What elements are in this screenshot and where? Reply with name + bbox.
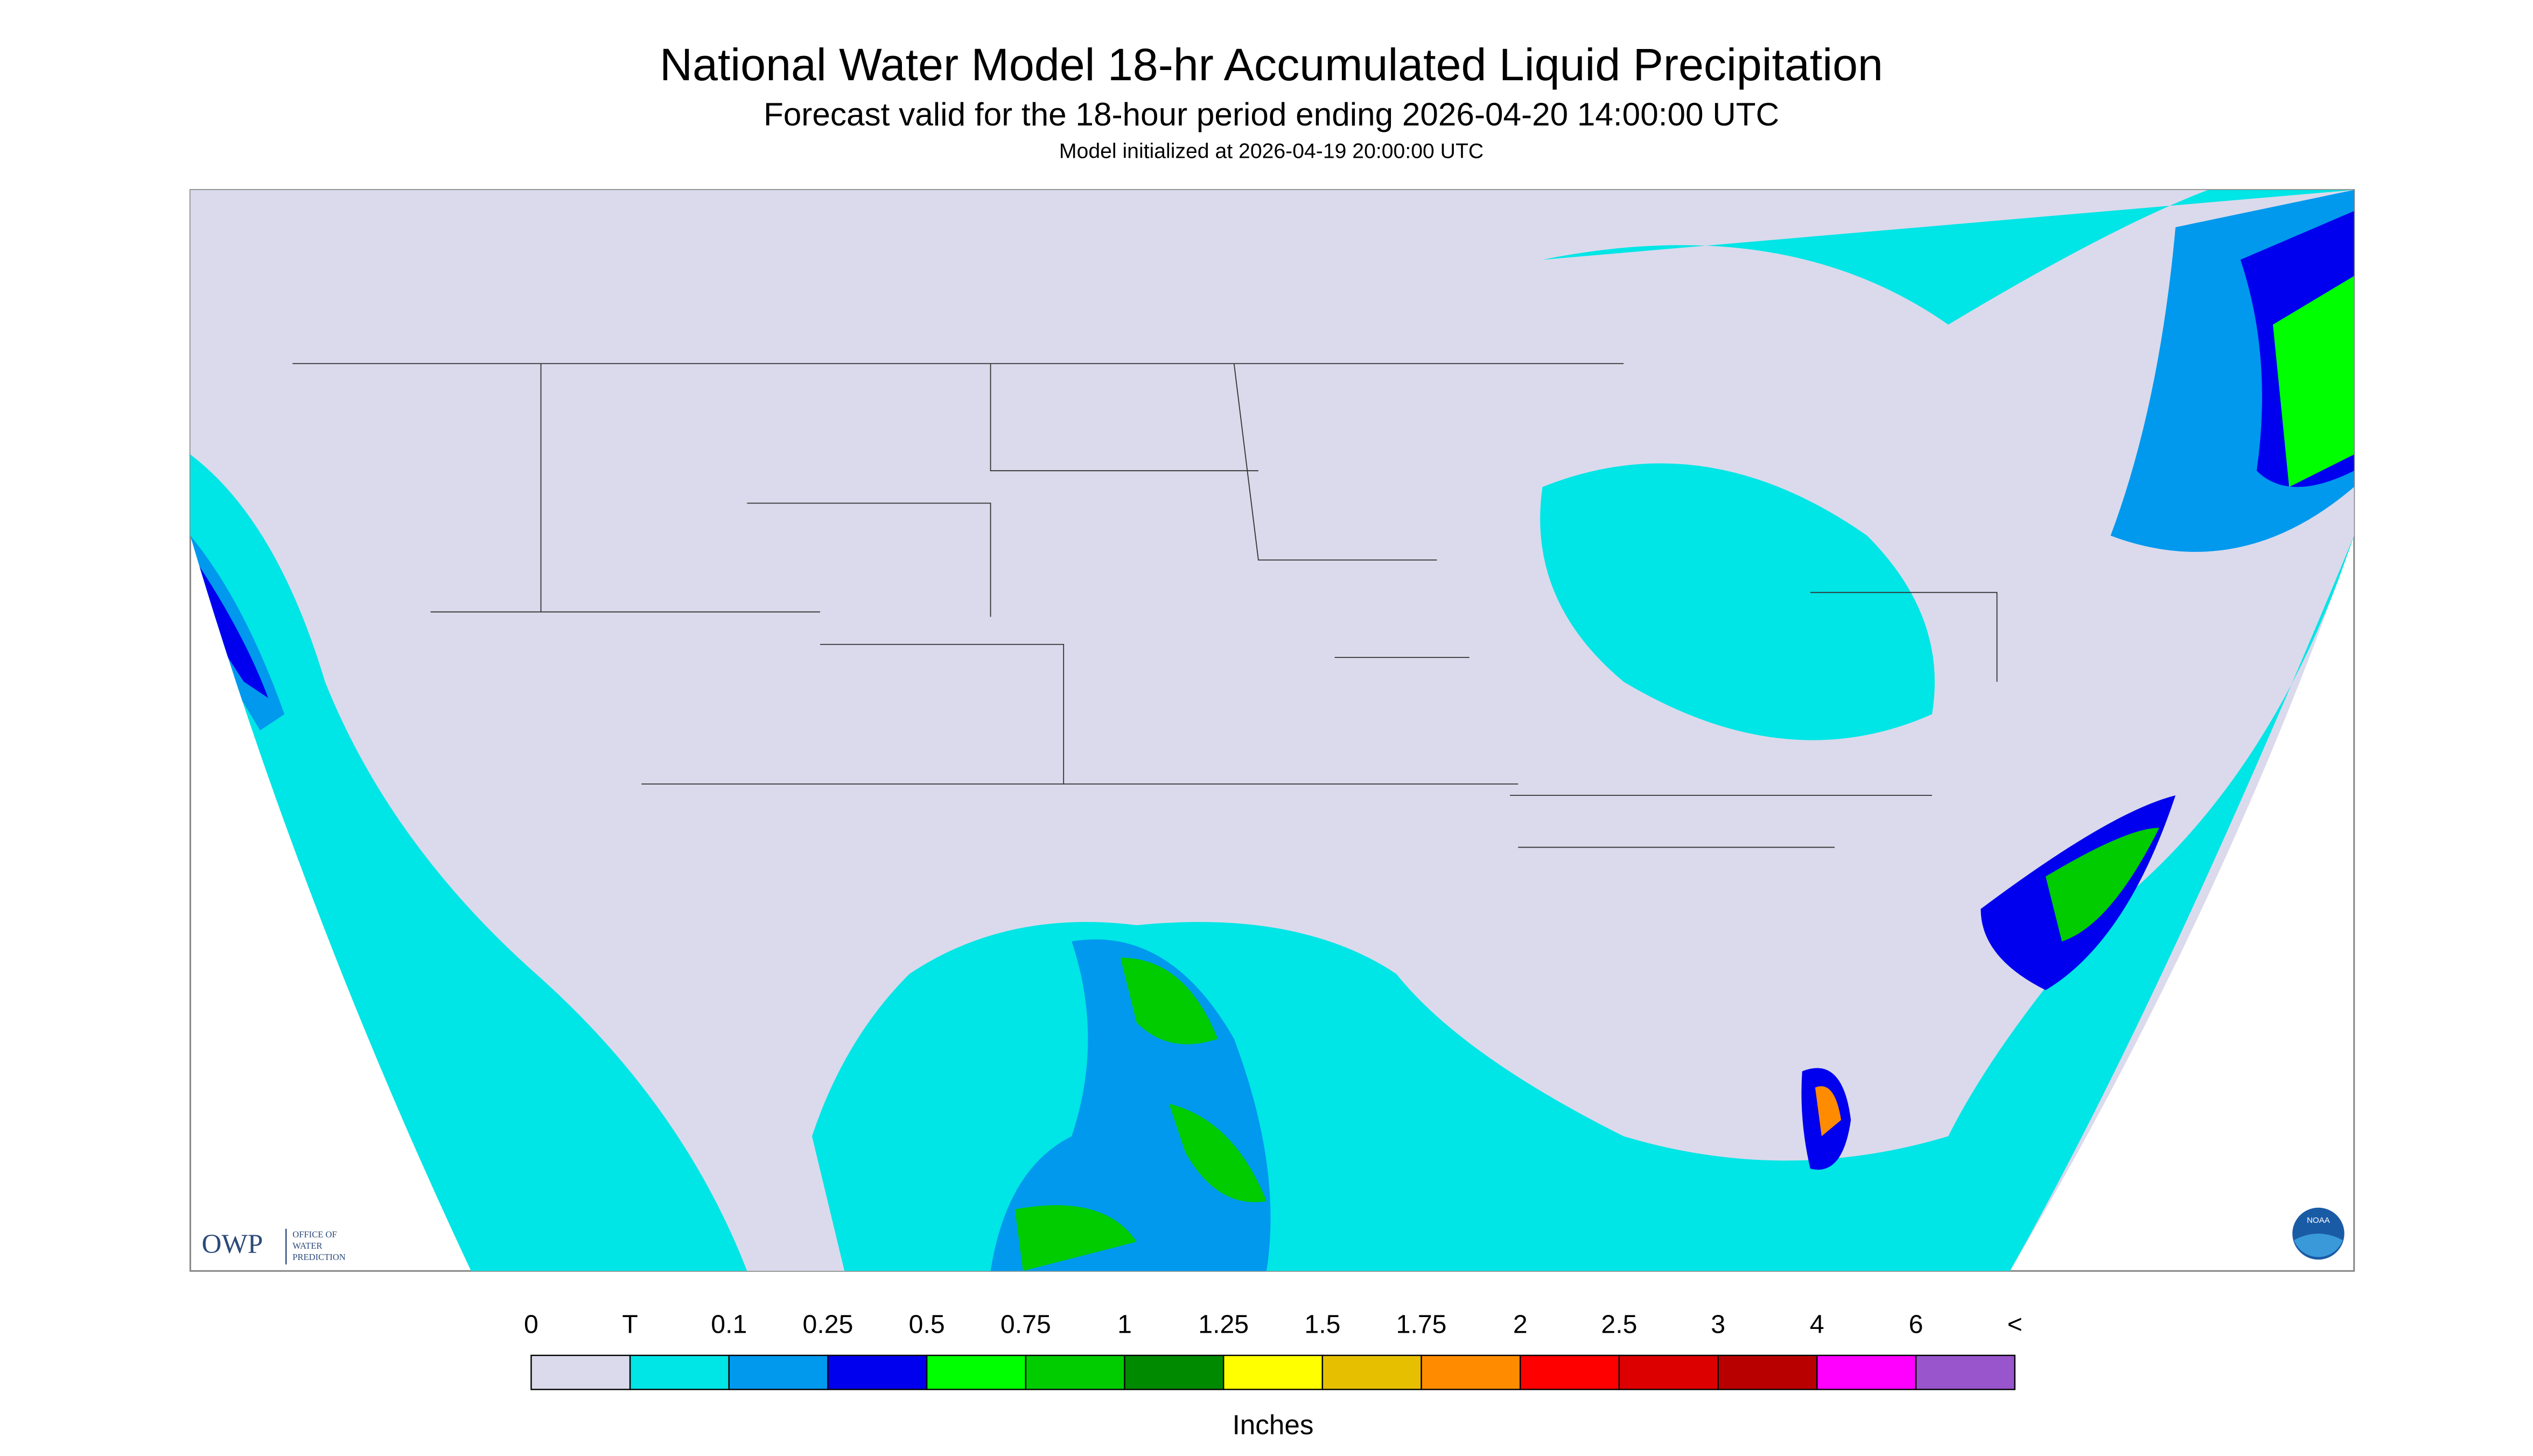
precip-florida-max <box>1815 1086 1842 1137</box>
legend: 0 T 0.1 0.25 0.5 0.75 1 1.25 1.5 1.75 2 2.5 3 4 6 < <box>524 1310 2023 1390</box>
precip-great-lakes <box>1540 463 1935 740</box>
legend-label: 1 <box>1117 1310 1132 1339</box>
legend-swatch <box>530 1354 631 1390</box>
legend-swatch <box>1618 1354 1719 1390</box>
legend-label: 6 <box>1909 1310 1923 1339</box>
precip-northeast-max <box>2272 276 2354 487</box>
legend-unit: Inches <box>1233 1409 1314 1440</box>
owp-logo-text: OWP <box>201 1229 263 1259</box>
noaa-logo: NOAA <box>2292 1207 2345 1260</box>
legend-label: 0.5 <box>909 1310 945 1339</box>
legend-label: 0.25 <box>803 1310 853 1339</box>
title: National Water Model 18-hr Accumulated L… <box>660 39 1883 90</box>
legend-swatch <box>1124 1354 1224 1390</box>
legend-swatch <box>827 1354 928 1390</box>
map-field <box>190 190 2354 1271</box>
legend-swatch <box>1421 1354 1521 1390</box>
legend-label: 3 <box>1711 1310 1725 1339</box>
precip-texas-max <box>1014 957 1266 1271</box>
owp-logo-line: WATER <box>292 1241 323 1251</box>
legend-label: 4 <box>1810 1310 1824 1339</box>
legend-label: < <box>2007 1310 2023 1339</box>
legend-label: 0.75 <box>1000 1310 1051 1339</box>
legend-label: 1.5 <box>1304 1310 1340 1339</box>
legend-label: 2 <box>1513 1310 1528 1339</box>
boundaries <box>292 363 1998 848</box>
legend-swatch <box>1025 1354 1125 1390</box>
legend-swatch <box>1520 1354 1620 1390</box>
legend-swatch <box>1717 1354 1818 1390</box>
owp-logo-line: OFFICE OF <box>292 1229 337 1240</box>
precip-west-core <box>195 560 269 698</box>
map <box>189 189 2355 1272</box>
init-time: Model initialized at 2026-04-19 20:00:00… <box>1059 140 1484 163</box>
legend-label: 1.25 <box>1198 1310 1249 1339</box>
legend-swatch <box>926 1354 1027 1390</box>
legend-label: 0.1 <box>711 1310 747 1339</box>
legend-label: 0 <box>524 1310 538 1339</box>
legend-swatch <box>1321 1354 1422 1390</box>
legend-label: T <box>622 1310 638 1339</box>
noaa-wave <box>2294 1234 2343 1257</box>
legend-swatch <box>728 1354 829 1390</box>
owp-logo: OWP OFFICE OF WATER PREDICTION <box>201 1229 346 1265</box>
subtitle: Forecast valid for the 18-hour period en… <box>764 96 1779 132</box>
state-lines <box>292 363 1998 848</box>
legend-label: 2.5 <box>1601 1310 1637 1339</box>
noaa-text: NOAA <box>2307 1216 2331 1225</box>
precip-atlantic-max <box>2045 828 2159 942</box>
legend-swatch <box>1223 1354 1324 1390</box>
legend-label: 1.75 <box>1396 1310 1447 1339</box>
owp-logo-line: PREDICTION <box>292 1252 345 1262</box>
legend-swatch <box>1915 1354 2016 1390</box>
legend-swatch <box>1816 1354 1917 1390</box>
legend-swatch <box>629 1354 730 1390</box>
